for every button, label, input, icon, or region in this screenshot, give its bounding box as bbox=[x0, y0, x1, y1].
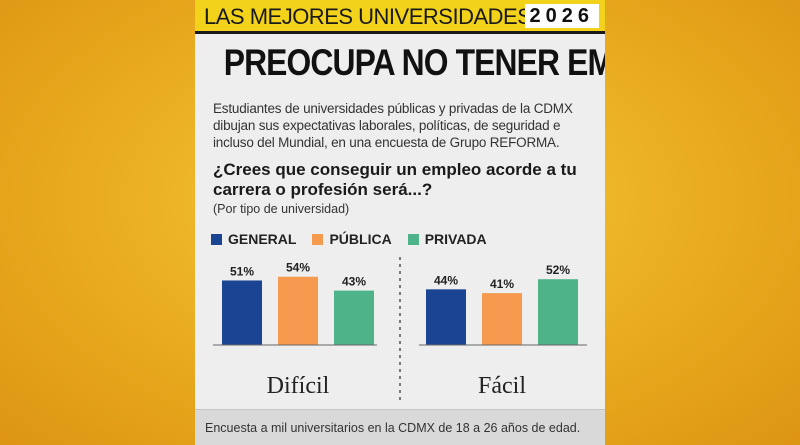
data-label: 52% bbox=[546, 263, 570, 277]
bar-fácil-privada bbox=[538, 279, 578, 345]
legend-swatch bbox=[312, 233, 324, 245]
data-label: 54% bbox=[286, 261, 310, 275]
bar-chart: 51% 54% 43% Difícil 44% 41% 52% Fácil bbox=[213, 257, 587, 403]
category-label: Difícil bbox=[267, 373, 330, 399]
bar-difícil-pública bbox=[278, 276, 318, 345]
chart-legend: GENERAL PÚBLICA PRIVADA bbox=[211, 231, 487, 247]
bar-difícil-general bbox=[222, 280, 262, 345]
legend-swatch bbox=[407, 233, 419, 245]
bar-fácil-general bbox=[426, 289, 466, 345]
survey-question: ¿Crees que conseguir un empleo acorde a … bbox=[213, 160, 577, 199]
data-label: 41% bbox=[490, 277, 514, 291]
data-label: 44% bbox=[434, 273, 458, 287]
section-title: LAS MEJORES UNIVERSIDADES bbox=[204, 4, 532, 29]
intro-text: Estudiantes de universidades públicas y … bbox=[213, 101, 573, 150]
legend-label: PÚBLICA bbox=[329, 231, 392, 247]
question-note: (Por tipo de universidad) bbox=[213, 202, 350, 216]
legend-item-publica: PÚBLICA bbox=[312, 231, 392, 247]
year-badge: 2026 bbox=[524, 4, 599, 28]
bar-fácil-pública bbox=[482, 293, 522, 345]
footer: Encuesta a mil universitarios en la CDMX… bbox=[195, 409, 605, 445]
legend-label: GENERAL bbox=[228, 231, 297, 247]
legend-item-general: GENERAL bbox=[211, 231, 296, 247]
source-note: Encuesta a mil universitarios en la CDMX… bbox=[205, 421, 581, 435]
bar-difícil-privada bbox=[334, 290, 374, 345]
legend-label: PRIVADA bbox=[424, 231, 487, 247]
section-banner: LAS MEJORES UNIVERSIDADES 2026 bbox=[195, 0, 605, 34]
legend-swatch bbox=[211, 233, 222, 245]
headline: PREOCUPA NO TENER EMPLEO bbox=[223, 42, 605, 83]
legend-item-privada: PRIVADA bbox=[407, 231, 487, 247]
data-label: 43% bbox=[342, 275, 366, 289]
infographic-card: LAS MEJORES UNIVERSIDADES 2026 PREOCUPA … bbox=[195, 0, 605, 445]
category-label: Fácil bbox=[478, 373, 526, 399]
data-label: 51% bbox=[230, 264, 254, 278]
